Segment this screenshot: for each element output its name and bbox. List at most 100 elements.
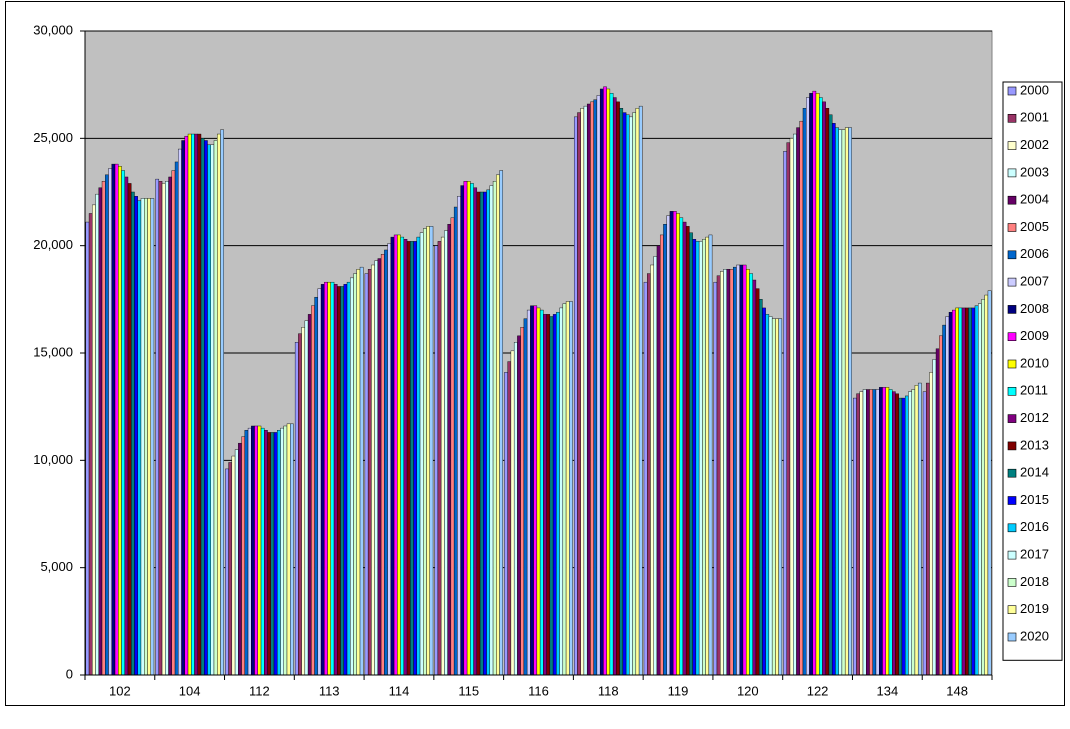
bar bbox=[702, 239, 706, 676]
bar bbox=[504, 372, 508, 676]
legend-label: 2012 bbox=[1020, 410, 1049, 425]
legend-label: 2001 bbox=[1020, 110, 1049, 125]
bar bbox=[948, 312, 953, 676]
bar bbox=[663, 223, 667, 676]
legend-swatch bbox=[1007, 195, 1017, 205]
bar bbox=[987, 290, 992, 676]
bar bbox=[314, 296, 319, 676]
bar bbox=[450, 217, 455, 676]
bar bbox=[127, 183, 132, 676]
legend-swatch bbox=[1007, 141, 1017, 150]
legend-swatch bbox=[1007, 441, 1017, 451]
bar bbox=[695, 241, 700, 676]
bar bbox=[565, 301, 570, 676]
bar bbox=[137, 200, 142, 676]
bar bbox=[403, 239, 408, 676]
bar bbox=[384, 249, 388, 676]
bar bbox=[210, 144, 215, 676]
bar bbox=[898, 397, 903, 676]
bar bbox=[783, 151, 787, 676]
bar bbox=[178, 148, 182, 676]
y-tick-label: 15,000 bbox=[33, 344, 73, 359]
bar bbox=[590, 101, 594, 676]
bar bbox=[733, 266, 737, 676]
bar bbox=[327, 281, 332, 676]
bar bbox=[217, 133, 221, 676]
bar bbox=[194, 133, 198, 676]
bar bbox=[140, 198, 145, 676]
bar bbox=[251, 425, 255, 676]
bar bbox=[609, 93, 614, 676]
bar bbox=[771, 318, 776, 676]
bar bbox=[552, 314, 557, 676]
bar bbox=[685, 226, 690, 676]
bar bbox=[885, 387, 890, 676]
bar bbox=[400, 236, 405, 676]
bar bbox=[945, 316, 950, 676]
bar bbox=[729, 269, 734, 676]
bar bbox=[533, 305, 538, 676]
bar bbox=[841, 129, 846, 676]
legend-label: 2014 bbox=[1020, 465, 1049, 480]
bar bbox=[755, 288, 760, 676]
bar bbox=[745, 269, 750, 676]
bar bbox=[859, 391, 864, 676]
bar bbox=[187, 133, 192, 676]
bar bbox=[629, 116, 633, 676]
bar bbox=[350, 277, 354, 676]
bar bbox=[635, 108, 640, 676]
y-tick-label: 5,000 bbox=[40, 559, 73, 574]
bar bbox=[247, 427, 252, 676]
bar bbox=[853, 397, 857, 676]
bar bbox=[510, 350, 515, 676]
legend-swatch bbox=[1007, 496, 1017, 505]
bar bbox=[765, 314, 770, 676]
bar bbox=[583, 105, 588, 676]
bar bbox=[622, 112, 627, 676]
bar bbox=[457, 196, 461, 676]
bar bbox=[371, 264, 375, 676]
bar bbox=[643, 281, 648, 676]
bar bbox=[155, 178, 160, 676]
bar bbox=[952, 309, 956, 676]
bar bbox=[85, 221, 90, 676]
bar bbox=[882, 387, 886, 676]
bar bbox=[444, 230, 448, 676]
bar bbox=[150, 198, 155, 676]
bar bbox=[971, 307, 976, 676]
bar bbox=[101, 181, 106, 676]
bar bbox=[723, 269, 727, 676]
bar bbox=[562, 303, 567, 676]
x-tick-label: 102 bbox=[109, 683, 131, 698]
bar bbox=[523, 318, 528, 676]
bar bbox=[220, 129, 224, 676]
legend-swatch bbox=[1007, 578, 1017, 587]
bar bbox=[343, 284, 348, 676]
bar bbox=[171, 170, 176, 676]
bar bbox=[111, 163, 116, 676]
y-tick-label: 0 bbox=[66, 666, 73, 681]
bar bbox=[356, 269, 361, 676]
bar bbox=[713, 281, 718, 676]
bar bbox=[879, 387, 883, 676]
bar bbox=[793, 133, 797, 676]
legend-label: 2005 bbox=[1020, 219, 1049, 234]
x-tick-label: 112 bbox=[249, 683, 270, 698]
bar bbox=[204, 140, 208, 676]
bar bbox=[580, 108, 585, 676]
bar bbox=[277, 430, 281, 676]
bar bbox=[479, 191, 484, 676]
bar bbox=[739, 264, 744, 676]
bar bbox=[831, 123, 836, 676]
y-tick-label: 10,000 bbox=[33, 452, 73, 467]
legend-label: 2000 bbox=[1020, 82, 1049, 97]
bar bbox=[147, 198, 151, 676]
bar bbox=[426, 226, 430, 676]
bar bbox=[419, 232, 424, 676]
bar bbox=[612, 97, 617, 676]
bar bbox=[181, 140, 185, 676]
bar bbox=[679, 217, 684, 676]
bar bbox=[98, 187, 103, 676]
bar bbox=[736, 264, 740, 676]
legend-swatch bbox=[1007, 414, 1017, 423]
